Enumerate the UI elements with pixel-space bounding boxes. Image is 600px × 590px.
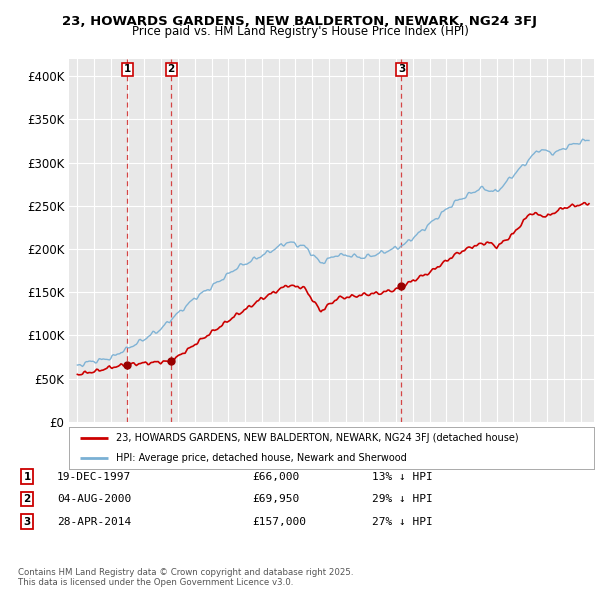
Text: Price paid vs. HM Land Registry's House Price Index (HPI): Price paid vs. HM Land Registry's House … — [131, 25, 469, 38]
Text: 23, HOWARDS GARDENS, NEW BALDERTON, NEWARK, NG24 3FJ: 23, HOWARDS GARDENS, NEW BALDERTON, NEWA… — [62, 15, 538, 28]
Text: 2: 2 — [167, 64, 175, 74]
Text: 27% ↓ HPI: 27% ↓ HPI — [372, 517, 433, 526]
Text: 13% ↓ HPI: 13% ↓ HPI — [372, 472, 433, 481]
Text: 19-DEC-1997: 19-DEC-1997 — [57, 472, 131, 481]
Text: £69,950: £69,950 — [252, 494, 299, 504]
Text: 28-APR-2014: 28-APR-2014 — [57, 517, 131, 526]
Text: £157,000: £157,000 — [252, 517, 306, 526]
Text: 3: 3 — [23, 517, 31, 526]
Text: 3: 3 — [398, 64, 405, 74]
Text: £66,000: £66,000 — [252, 472, 299, 481]
Text: Contains HM Land Registry data © Crown copyright and database right 2025.
This d: Contains HM Land Registry data © Crown c… — [18, 568, 353, 587]
Text: 2: 2 — [23, 494, 31, 504]
Text: HPI: Average price, detached house, Newark and Sherwood: HPI: Average price, detached house, Newa… — [116, 453, 407, 463]
Text: 23, HOWARDS GARDENS, NEW BALDERTON, NEWARK, NG24 3FJ (detached house): 23, HOWARDS GARDENS, NEW BALDERTON, NEWA… — [116, 433, 519, 443]
Text: 04-AUG-2000: 04-AUG-2000 — [57, 494, 131, 504]
Text: 29% ↓ HPI: 29% ↓ HPI — [372, 494, 433, 504]
Text: 1: 1 — [23, 472, 31, 481]
Text: 1: 1 — [124, 64, 131, 74]
